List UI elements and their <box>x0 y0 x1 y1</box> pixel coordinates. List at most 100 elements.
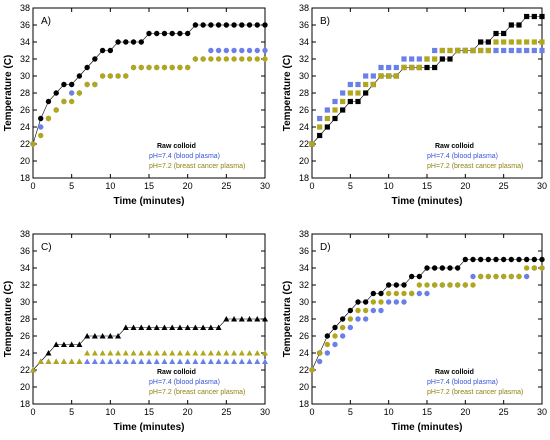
data-point <box>416 282 423 288</box>
data-point <box>332 98 338 105</box>
y-tick-label: 38 <box>20 229 30 239</box>
data-point <box>192 358 199 364</box>
legend-entry: pH=7.4 (blood plasma) <box>427 153 498 160</box>
data-point <box>161 324 168 330</box>
data-point <box>324 341 331 348</box>
data-point <box>76 358 83 364</box>
data-point <box>531 39 537 45</box>
data-point <box>485 273 492 280</box>
data-point <box>169 324 176 330</box>
data-point <box>130 350 137 356</box>
data-point <box>153 350 160 356</box>
data-point <box>99 333 106 339</box>
data-point <box>316 358 323 365</box>
data-point <box>146 30 152 37</box>
data-series <box>30 350 268 373</box>
data-point <box>130 358 137 364</box>
data-point <box>99 350 106 356</box>
data-point <box>347 81 353 88</box>
data-point <box>439 47 445 54</box>
legend-entry: Raw colloid <box>157 143 196 150</box>
x-tick-label: 10 <box>105 181 115 191</box>
x-tick-label: 5 <box>69 407 74 417</box>
data-point <box>177 64 183 71</box>
data-point <box>130 324 137 330</box>
data-point <box>393 290 400 297</box>
data-point <box>416 64 422 71</box>
data-point <box>508 22 514 28</box>
data-point <box>393 73 399 79</box>
data-point <box>68 358 75 364</box>
data-point <box>84 350 91 356</box>
chart-panel: 18 20 22 24 26 28 30 32 34 36 38 0 5 10 15 20 25 30 Time (… <box>3 229 270 433</box>
data-point <box>378 73 384 79</box>
x-axis-label: Time (minutes) <box>392 196 463 207</box>
data-point <box>439 265 446 271</box>
x-tick-label: 25 <box>221 407 231 417</box>
data-point <box>370 73 376 79</box>
data-point <box>539 265 545 271</box>
data-point <box>208 56 214 62</box>
data-point <box>61 98 67 105</box>
data-point <box>215 56 222 62</box>
data-point <box>447 56 453 62</box>
y-tick-label: 36 <box>299 20 309 30</box>
data-point <box>500 256 507 263</box>
data-point <box>37 358 44 364</box>
y-tick-label: 22 <box>20 139 30 149</box>
data-point <box>462 47 468 54</box>
x-tick-label: 25 <box>221 181 231 191</box>
data-point <box>192 22 199 28</box>
data-point <box>84 333 91 339</box>
data-point <box>254 47 260 54</box>
data-point <box>200 56 206 62</box>
data-point <box>370 81 376 88</box>
data-point <box>91 333 98 339</box>
data-point <box>176 324 183 330</box>
data-point <box>355 299 361 305</box>
data-point <box>478 39 484 45</box>
x-tick-label: 30 <box>537 181 547 191</box>
data-point <box>262 22 268 28</box>
data-point <box>339 316 346 322</box>
data-point <box>254 22 260 28</box>
y-tick-label: 26 <box>299 331 309 341</box>
data-point <box>207 350 214 356</box>
data-point <box>246 56 253 62</box>
x-tick-label: 0 <box>30 181 35 191</box>
series-line <box>311 259 542 371</box>
data-point <box>408 290 415 297</box>
data-point <box>500 273 507 280</box>
data-point <box>184 64 191 71</box>
data-point <box>60 358 67 364</box>
data-point <box>115 73 121 79</box>
data-point <box>239 22 245 28</box>
data-point <box>439 282 446 288</box>
data-point <box>531 47 537 54</box>
data-point <box>223 22 230 28</box>
data-point <box>192 56 199 62</box>
data-point <box>215 358 222 364</box>
data-point <box>424 56 430 62</box>
data-series <box>309 39 545 147</box>
data-point <box>200 324 207 330</box>
data-point <box>138 324 145 330</box>
data-point <box>45 350 52 356</box>
data-point <box>146 64 152 71</box>
x-tick-label: 20 <box>183 407 193 417</box>
data-point <box>523 256 530 263</box>
legend-entry: pH=7.2 (breast cancer plasma) <box>149 389 245 396</box>
data-point <box>424 290 430 297</box>
data-point <box>161 350 168 356</box>
data-point <box>231 47 237 54</box>
data-point <box>416 273 423 280</box>
data-point <box>53 107 59 113</box>
y-tick-label: 24 <box>299 348 309 358</box>
data-point <box>317 132 323 139</box>
y-tick-label: 34 <box>20 263 30 273</box>
data-point <box>169 30 175 37</box>
data-point <box>455 47 461 54</box>
x-axis-label: Time (minutes) <box>114 422 185 433</box>
panel-label: D) <box>320 242 331 253</box>
y-tick-label: 24 <box>20 348 30 358</box>
